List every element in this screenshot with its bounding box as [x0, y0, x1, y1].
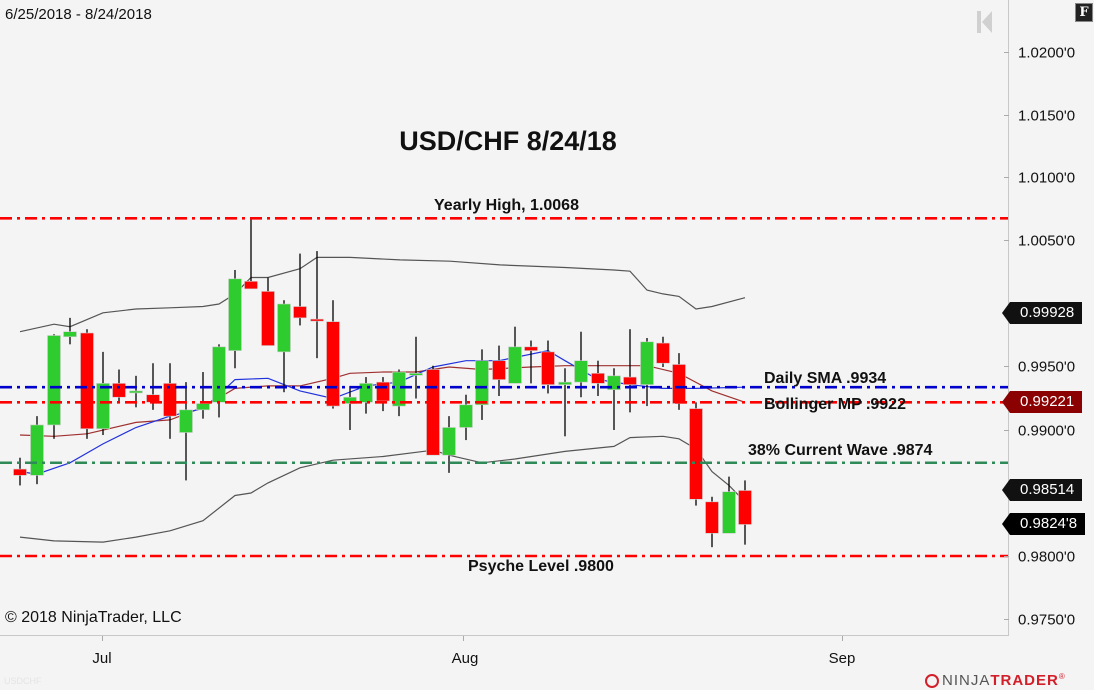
sma-line [19, 349, 746, 475]
bearish-candle[interactable] [591, 372, 605, 384]
bearish-candle[interactable] [163, 383, 177, 417]
bearish-candle[interactable] [705, 501, 719, 534]
f-button[interactable]: F [1075, 3, 1093, 22]
bearish-candle[interactable] [689, 408, 703, 500]
chart-plot-area[interactable] [0, 0, 1009, 636]
x-axis-label-jul: Jul [92, 650, 112, 667]
y-axis-label: 0.9800'0 [1018, 548, 1076, 566]
bearish-candle[interactable] [326, 321, 340, 407]
y-tick [1004, 240, 1009, 241]
bullish-candle[interactable] [508, 346, 522, 384]
current-wave-annotation: 38% Current Wave .9874 [748, 442, 933, 459]
bullish-candle[interactable] [475, 360, 489, 406]
ninjatrader-logo: NINJATRADER® [925, 672, 1066, 689]
psyche-level-annotation: Psyche Level .9800 [468, 558, 614, 575]
bearish-candle[interactable] [376, 381, 390, 402]
y-axis-label: 1.0100'0 [1018, 169, 1076, 187]
bullish-candle[interactable] [212, 346, 226, 403]
y-axis-label: 0.9900'0 [1018, 422, 1076, 440]
y-axis-label: 1.0150'0 [1018, 107, 1076, 125]
time-axis-line [0, 635, 1009, 636]
bollinger-lower-band [19, 435, 746, 543]
y-axis-label: 1.0050'0 [1018, 232, 1076, 250]
date-range-label: 6/25/2018 - 8/24/2018 [5, 6, 152, 23]
bullish-candle[interactable] [722, 491, 736, 534]
bullish-candle[interactable] [409, 372, 423, 376]
lower-band-price-tag: 0.98514 [1001, 479, 1083, 501]
bullish-candle[interactable] [228, 278, 242, 351]
upper-band-price-tag: 0.99928 [1001, 302, 1083, 324]
x-tick [463, 636, 464, 641]
x-tick [102, 636, 103, 641]
y-tick [1004, 52, 1009, 53]
instrument-watermark: USDCHF [4, 676, 42, 686]
y-tick [1004, 177, 1009, 178]
bullish-candle[interactable] [196, 403, 210, 411]
bearish-candle[interactable] [524, 346, 538, 351]
ninjatrader-logo-icon [925, 674, 939, 688]
last-price-tag: 0.9824'8 [1001, 513, 1086, 535]
bearish-candle[interactable] [492, 360, 506, 380]
bearish-candle[interactable] [80, 332, 94, 430]
bearish-candle[interactable] [310, 318, 324, 322]
yearly-high-annotation: Yearly High, 1.0068 [434, 197, 579, 214]
bearish-candle[interactable] [541, 351, 555, 385]
y-tick [1004, 556, 1009, 557]
skip-to-start-icon[interactable] [976, 10, 994, 34]
chart-title: USD/CHF 8/24/18 [399, 126, 617, 156]
sma-price-tag: 0.99221 [1001, 391, 1083, 413]
bearish-candle[interactable] [672, 364, 686, 404]
y-axis-label: 0.9750'0 [1018, 611, 1076, 629]
bullish-candle[interactable] [277, 303, 291, 353]
y-tick [1004, 115, 1009, 116]
bullish-candle[interactable] [459, 404, 473, 428]
bearish-candle[interactable] [244, 281, 258, 290]
bollinger-mp-annotation: Bollinger MP .9922 [764, 396, 906, 413]
bearish-candle[interactable] [623, 376, 637, 385]
bullish-candle[interactable] [640, 341, 654, 385]
x-tick [842, 636, 843, 641]
y-tick [1004, 619, 1009, 620]
x-axis-label-aug: Aug [451, 650, 479, 667]
daily-sma-annotation: Daily SMA .9934 [764, 370, 887, 387]
y-axis-label: 0.9950'0 [1018, 358, 1076, 376]
bullish-candle[interactable] [179, 409, 193, 433]
bearish-candle[interactable] [656, 342, 670, 364]
bullish-candle[interactable] [96, 383, 110, 430]
bullish-candle[interactable] [574, 360, 588, 383]
bullish-candle[interactable] [47, 335, 61, 426]
bullish-candle[interactable] [442, 427, 456, 456]
bearish-candle[interactable] [738, 490, 752, 525]
bearish-candle[interactable] [13, 468, 27, 476]
bearish-candle[interactable] [293, 306, 307, 319]
bearish-candle[interactable] [426, 369, 440, 456]
bollinger-upper-band [19, 256, 746, 333]
x-axis-label-sep: Sep [828, 650, 856, 667]
y-tick [1004, 430, 1009, 431]
y-axis-label: 1.0200'0 [1018, 44, 1076, 62]
bearish-candle[interactable] [261, 291, 275, 346]
candlestick-chart [0, 217, 1008, 558]
bullish-candle[interactable] [129, 390, 143, 394]
bullish-candle[interactable] [30, 424, 44, 476]
bearish-candle[interactable] [112, 383, 126, 398]
y-tick [1004, 366, 1009, 367]
copyright-text: © 2018 NinjaTrader, LLC [5, 609, 182, 626]
bullish-candle[interactable] [392, 371, 406, 407]
bullish-candle[interactable] [558, 381, 572, 385]
bullish-candle[interactable] [63, 331, 77, 338]
